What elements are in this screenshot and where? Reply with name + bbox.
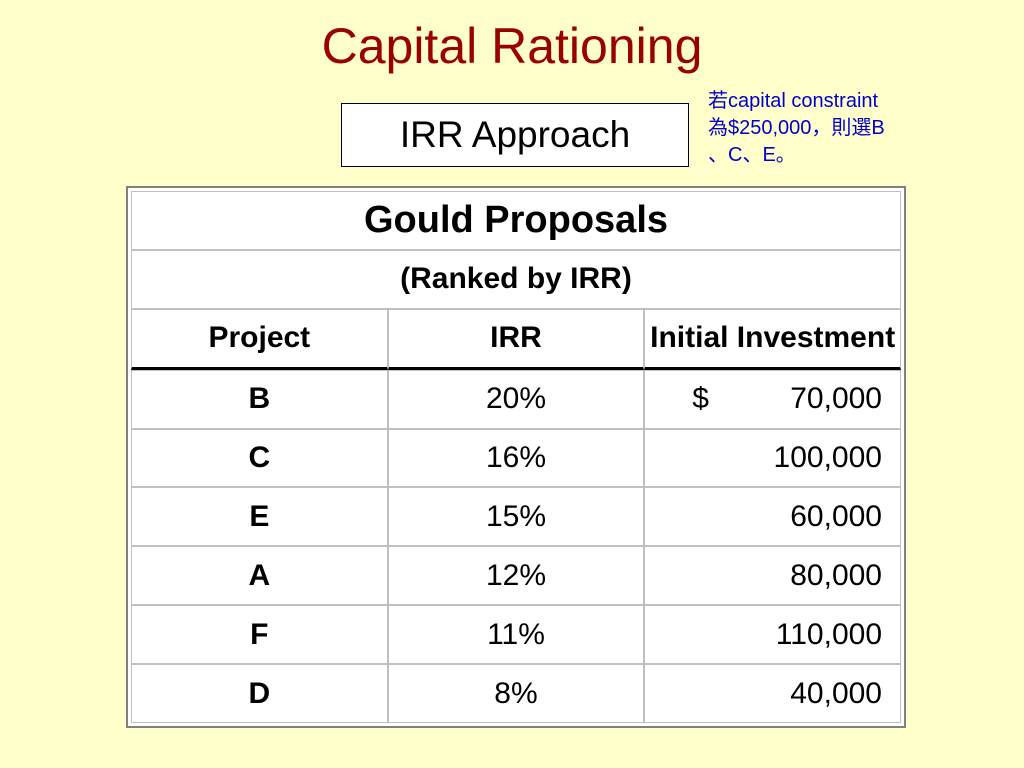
irr-cell: 12% xyxy=(387,546,645,606)
subtitle-text: IRR Approach xyxy=(399,114,631,155)
proposals-table-frame: Gould Proposals (Ranked by IRR) Project … xyxy=(126,186,906,728)
constraint-note: 若capital constraint 為$250,000，則選B 、C、E。 xyxy=(708,88,1008,169)
currency-symbol: $ xyxy=(692,382,709,416)
investment-cell: 80,000 xyxy=(644,546,901,606)
note-line-1: 若capital constraint xyxy=(708,90,879,112)
project-cell: E xyxy=(131,487,388,547)
table-row: C 16% 100,000 xyxy=(131,428,901,488)
table-header-row: Project IRR Initial Investment xyxy=(131,308,901,370)
table-row: F 11% 110,000 xyxy=(131,605,901,665)
subtitle-box: IRR Approach xyxy=(341,103,689,167)
irr-cell: 15% xyxy=(387,487,645,547)
investment-value: 70,000 xyxy=(790,382,882,416)
irr-cell: 11% xyxy=(387,605,645,665)
project-cell: F xyxy=(131,605,388,665)
investment-cell: 110,000 xyxy=(644,605,901,665)
table-title-row: Gould Proposals xyxy=(131,191,901,250)
project-cell: C xyxy=(131,428,388,488)
project-cell: B xyxy=(131,369,388,429)
table-title: Gould Proposals xyxy=(131,191,901,250)
table-row: E 15% 60,000 xyxy=(131,487,901,547)
header-project: Project xyxy=(131,308,388,370)
note-line-2: 為$250,000，則選B xyxy=(708,117,885,139)
project-cell: A xyxy=(131,546,388,606)
header-investment: Initial Investment xyxy=(644,308,901,370)
slide-title: Capital Rationing xyxy=(321,18,703,74)
table-subtitle: (Ranked by IRR) xyxy=(131,249,901,309)
irr-cell: 16% xyxy=(387,428,645,488)
proposals-table: Gould Proposals (Ranked by IRR) Project … xyxy=(131,191,901,723)
irr-cell: 8% xyxy=(387,664,645,723)
irr-cell: 20% xyxy=(387,369,645,429)
table-row: B 20% $ 70,000 xyxy=(131,369,901,429)
investment-cell: 100,000 xyxy=(644,428,901,488)
table-subtitle-row: (Ranked by IRR) xyxy=(131,249,901,309)
header-irr: IRR xyxy=(387,308,645,370)
table-row: A 12% 80,000 xyxy=(131,546,901,606)
investment-cell: 40,000 xyxy=(644,664,901,723)
project-cell: D xyxy=(131,664,388,723)
investment-cell: 60,000 xyxy=(644,487,901,547)
table-row: D 8% 40,000 xyxy=(131,664,901,723)
investment-cell: $ 70,000 xyxy=(644,369,901,429)
note-line-3: 、C、E。 xyxy=(708,144,796,166)
